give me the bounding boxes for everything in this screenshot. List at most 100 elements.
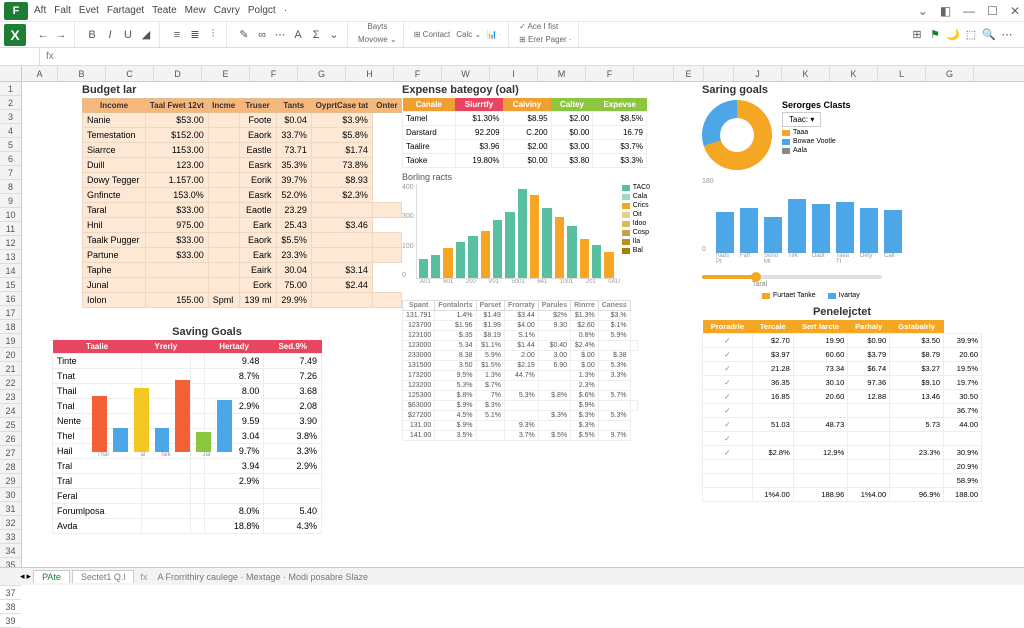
- row-header[interactable]: 11: [0, 222, 21, 236]
- box-icon[interactable]: ◧: [940, 4, 951, 18]
- italic-icon[interactable]: I: [103, 28, 117, 42]
- ribbon-label[interactable]: Erer Pager: [528, 35, 567, 44]
- more-icon[interactable]: ⋯: [273, 28, 287, 42]
- row-header[interactable]: 23: [0, 390, 21, 404]
- filter-button[interactable]: Taac: ▾: [782, 112, 821, 127]
- row-header[interactable]: 34: [0, 544, 21, 558]
- row-header[interactable]: 8: [0, 180, 21, 194]
- row-header[interactable]: 16: [0, 292, 21, 306]
- forward-icon[interactable]: →: [54, 28, 68, 42]
- row-header[interactable]: 33: [0, 530, 21, 544]
- column-header[interactable]: C: [106, 66, 154, 81]
- name-box[interactable]: [0, 48, 40, 65]
- row-header[interactable]: 2: [0, 96, 21, 110]
- row-header[interactable]: 17: [0, 306, 21, 320]
- row-header[interactable]: 25: [0, 418, 21, 432]
- row-header[interactable]: 12: [0, 236, 21, 250]
- row-header[interactable]: 4: [0, 124, 21, 138]
- column-header[interactable]: D: [154, 66, 202, 81]
- row-header[interactable]: 9: [0, 194, 21, 208]
- row-header[interactable]: 6: [0, 152, 21, 166]
- caret-icon[interactable]: ⌄: [918, 4, 928, 18]
- underline-icon[interactable]: U: [121, 28, 135, 42]
- excel-home-icon[interactable]: X: [4, 24, 26, 46]
- row-header[interactable]: 14: [0, 264, 21, 278]
- align-icon[interactable]: ≡: [170, 28, 184, 42]
- row-header[interactable]: 13: [0, 250, 21, 264]
- row-header[interactable]: 3: [0, 110, 21, 124]
- row-header[interactable]: 32: [0, 516, 21, 530]
- row-header[interactable]: 26: [0, 432, 21, 446]
- row-header[interactable]: 30: [0, 488, 21, 502]
- search-icon[interactable]: 🔍: [982, 28, 996, 42]
- menu-item[interactable]: Cavry: [214, 5, 240, 16]
- dropdown-icon[interactable]: ·: [284, 5, 287, 16]
- align-icon[interactable]: ≣: [188, 28, 202, 42]
- column-header[interactable]: K: [830, 66, 878, 81]
- row-header[interactable]: 19: [0, 334, 21, 348]
- row-header[interactable]: 28: [0, 460, 21, 474]
- column-header[interactable]: E: [674, 66, 704, 81]
- menu-item[interactable]: Aft: [34, 5, 46, 16]
- font-icon[interactable]: A: [291, 28, 305, 42]
- row-header[interactable]: 20: [0, 348, 21, 362]
- column-header[interactable]: J: [734, 66, 782, 81]
- ribbon-label[interactable]: Contact: [423, 30, 451, 39]
- row-header[interactable]: 38: [0, 600, 21, 614]
- column-header[interactable]: W: [442, 66, 490, 81]
- moon-icon[interactable]: 🌙: [946, 28, 960, 42]
- menu-item[interactable]: Mew: [185, 5, 206, 16]
- column-header[interactable]: B: [58, 66, 106, 81]
- select-all-corner[interactable]: [0, 66, 22, 81]
- column-header[interactable]: M: [538, 66, 586, 81]
- column-header[interactable]: H: [346, 66, 394, 81]
- maximize-icon[interactable]: ☐: [987, 4, 998, 18]
- ribbon-label[interactable]: Calc: [456, 30, 472, 39]
- row-header[interactable]: 21: [0, 362, 21, 376]
- menu-item[interactable]: Polgct: [248, 5, 276, 16]
- column-header[interactable]: E: [202, 66, 250, 81]
- box-icon[interactable]: ⬚: [964, 28, 978, 42]
- column-header[interactable]: [634, 66, 674, 81]
- row-header[interactable]: 15: [0, 278, 21, 292]
- fx-icon[interactable]: fx: [40, 51, 60, 62]
- fill-icon[interactable]: ◢: [139, 28, 153, 42]
- menu-item[interactable]: Fartaget: [107, 5, 144, 16]
- tab-nav-prev[interactable]: ◂: [20, 571, 25, 582]
- row-header[interactable]: 24: [0, 404, 21, 418]
- align-icon[interactable]: ⫶: [206, 28, 220, 42]
- row-header[interactable]: 37: [0, 586, 21, 600]
- back-icon[interactable]: ←: [36, 28, 50, 42]
- ribbon-label[interactable]: Movowe: [358, 35, 388, 44]
- row-header[interactable]: 31: [0, 502, 21, 516]
- chevron-down-icon[interactable]: ⌄: [327, 28, 341, 42]
- sheet-tab[interactable]: Sectet1 Q.l: [72, 570, 135, 583]
- flag-icon[interactable]: ⚑: [928, 28, 942, 42]
- column-header[interactable]: F: [394, 66, 442, 81]
- menu-item[interactable]: Falt: [54, 5, 71, 16]
- worksheet[interactable]: Budget lar IncomeTaal Fwet 12vtIncmeTrus…: [22, 82, 1024, 572]
- column-header[interactable]: K: [782, 66, 830, 81]
- column-header[interactable]: F: [586, 66, 634, 81]
- column-header[interactable]: F: [250, 66, 298, 81]
- bold-icon[interactable]: B: [85, 28, 99, 42]
- row-header[interactable]: 39: [0, 614, 21, 628]
- row-header[interactable]: 1: [0, 82, 21, 96]
- grid-icon[interactable]: ⊞: [910, 28, 924, 42]
- edit-icon[interactable]: ✎: [237, 28, 251, 42]
- close-icon[interactable]: ✕: [1010, 4, 1020, 18]
- row-header[interactable]: 10: [0, 208, 21, 222]
- row-header[interactable]: 29: [0, 474, 21, 488]
- column-header[interactable]: G: [298, 66, 346, 81]
- ribbon-label[interactable]: Ace I fist: [528, 22, 559, 31]
- row-header[interactable]: 27: [0, 446, 21, 460]
- row-header[interactable]: 5: [0, 138, 21, 152]
- row-header[interactable]: 22: [0, 376, 21, 390]
- column-header[interactable]: G: [926, 66, 974, 81]
- menu-item[interactable]: Teate: [152, 5, 176, 16]
- column-header[interactable]: A: [22, 66, 58, 81]
- column-header[interactable]: [704, 66, 734, 81]
- tab-nav-next[interactable]: ▸: [27, 571, 32, 582]
- row-header[interactable]: 7: [0, 166, 21, 180]
- link-icon[interactable]: ∞: [255, 28, 269, 42]
